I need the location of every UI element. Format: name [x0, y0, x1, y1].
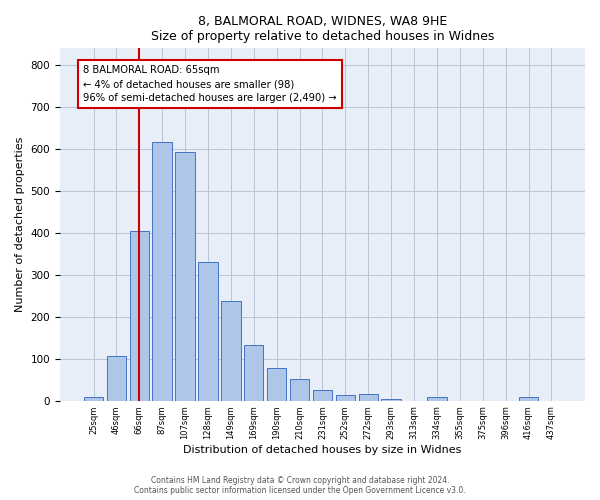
Text: Contains HM Land Registry data © Crown copyright and database right 2024.
Contai: Contains HM Land Registry data © Crown c… — [134, 476, 466, 495]
Y-axis label: Number of detached properties: Number of detached properties — [15, 137, 25, 312]
Bar — [244, 345, 263, 401]
Bar — [313, 390, 332, 400]
Text: 8 BALMORAL ROAD: 65sqm
← 4% of detached houses are smaller (98)
96% of semi-deta: 8 BALMORAL ROAD: 65sqm ← 4% of detached … — [83, 65, 337, 103]
X-axis label: Distribution of detached houses by size in Widnes: Distribution of detached houses by size … — [183, 445, 461, 455]
Bar — [267, 368, 286, 400]
Bar — [152, 142, 172, 401]
Bar — [290, 379, 309, 400]
Bar — [359, 394, 378, 400]
Bar — [107, 356, 126, 401]
Bar — [198, 262, 218, 400]
Bar — [382, 398, 401, 400]
Bar — [175, 152, 195, 400]
Bar — [335, 395, 355, 400]
Bar — [221, 302, 241, 400]
Bar — [130, 231, 149, 400]
Bar — [427, 398, 446, 400]
Bar — [84, 398, 103, 400]
Bar — [519, 398, 538, 400]
Title: 8, BALMORAL ROAD, WIDNES, WA8 9HE
Size of property relative to detached houses i: 8, BALMORAL ROAD, WIDNES, WA8 9HE Size o… — [151, 15, 494, 43]
